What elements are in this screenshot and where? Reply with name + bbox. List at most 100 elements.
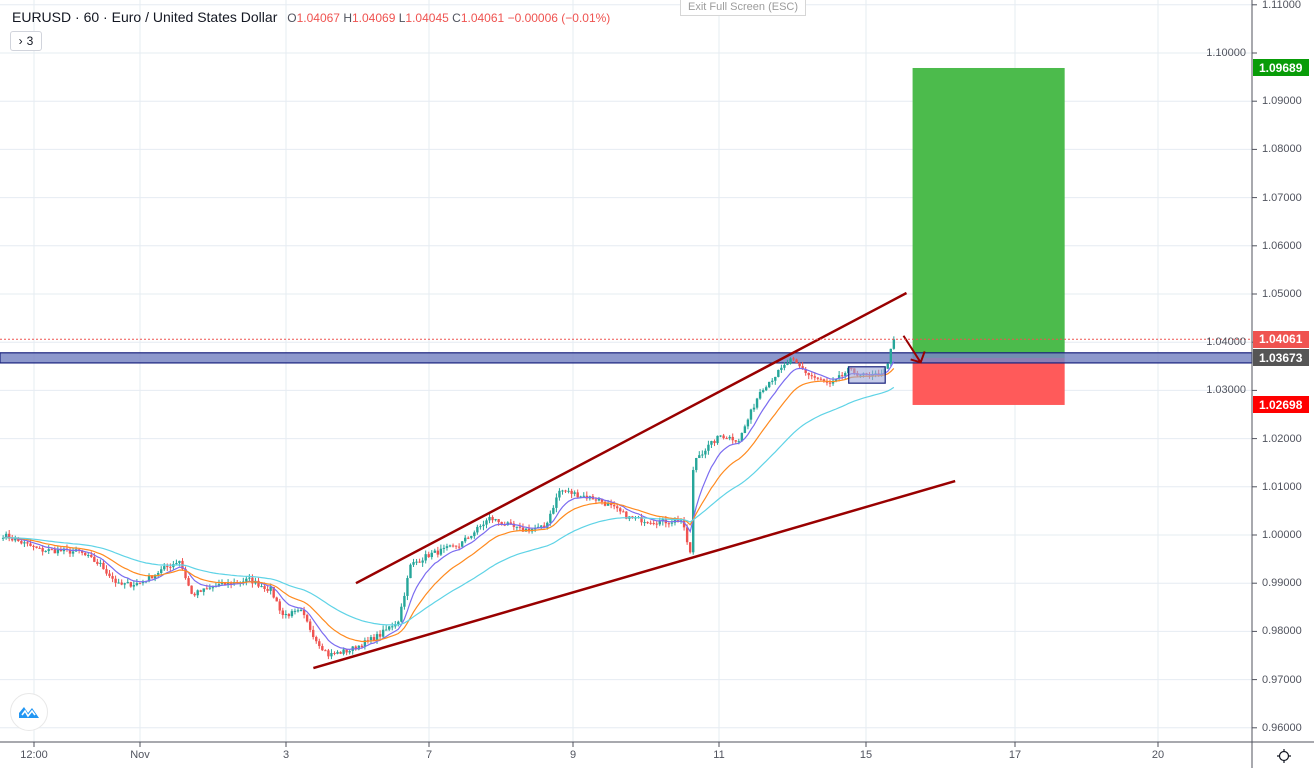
chevron-right-icon: ›	[18, 34, 23, 48]
candle-body	[111, 576, 114, 579]
candle-body	[211, 587, 215, 589]
candle-body	[482, 524, 485, 527]
candle-body	[646, 522, 649, 524]
time-tick-label: 3	[282, 749, 290, 761]
candle-body	[150, 575, 154, 579]
candle-body	[576, 492, 579, 498]
candle-body	[822, 379, 826, 382]
candle-body	[801, 366, 804, 370]
candle-body	[512, 523, 516, 527]
candle-body	[147, 575, 151, 582]
price-tick-label: 1.02000	[1262, 432, 1302, 445]
candle-body	[676, 519, 680, 522]
candle-body	[71, 551, 75, 554]
candle-body	[728, 436, 731, 439]
candle-body	[272, 587, 275, 598]
candle-body	[138, 583, 142, 585]
candle-body	[795, 359, 798, 363]
candle-body	[600, 498, 604, 502]
chart-legend: EURUSD · 60 · Euro / United States Dolla…	[12, 9, 610, 25]
candle-body	[226, 582, 230, 585]
candle-body	[412, 562, 415, 565]
candle-body	[305, 615, 309, 622]
stop-zone	[912, 357, 1065, 405]
candle-body	[336, 651, 339, 654]
candle-body	[333, 652, 336, 654]
indicators-toggle-button[interactable]: › 3	[10, 31, 42, 51]
candle-body	[44, 550, 47, 552]
target-zone	[912, 67, 1065, 358]
candle-body	[789, 358, 792, 364]
candle-body	[640, 516, 643, 523]
candle-body	[251, 577, 254, 584]
candle-body	[208, 587, 212, 589]
candle-body	[667, 523, 671, 525]
candle-body	[567, 490, 570, 492]
time-tick-label: 15	[859, 749, 873, 761]
ohlc-values: O1.04067 H1.04069 L1.04045 C1.04061 −0.0…	[287, 11, 610, 25]
candle-body	[47, 549, 50, 551]
candle-body	[8, 533, 11, 539]
candle-body	[710, 441, 713, 445]
candle-body	[688, 542, 692, 553]
candle-body	[840, 375, 844, 377]
candle-body	[397, 621, 400, 625]
price-tick-label: 1.04000	[1206, 336, 1246, 349]
candle-body	[494, 519, 497, 521]
candle-body	[655, 523, 658, 525]
change-value: −0.00006 (−0.01%)	[507, 11, 611, 25]
time-tick-label: 9	[569, 749, 577, 761]
candle-body	[622, 511, 625, 513]
candle-body	[603, 501, 607, 506]
candle-body	[117, 582, 120, 584]
candle-body	[643, 522, 646, 524]
time-tick-label: 11	[713, 749, 725, 761]
candle-body	[722, 435, 725, 439]
candle-body	[102, 562, 105, 570]
candle-body	[479, 526, 482, 528]
candle-body	[80, 550, 84, 553]
candle-body	[719, 435, 722, 437]
candle-body	[445, 546, 449, 548]
candle-body	[819, 378, 823, 380]
candle-body	[460, 541, 464, 547]
price-tick-label: 1.05000	[1262, 288, 1302, 300]
candle-body	[509, 522, 513, 524]
tradingview-logo-icon	[19, 707, 39, 718]
candle-body	[363, 640, 367, 648]
candle-body	[50, 549, 53, 551]
candle-body	[834, 378, 838, 381]
chart-settings-button[interactable]	[1274, 746, 1294, 766]
candle-body	[649, 522, 652, 524]
candle-body	[716, 435, 719, 444]
candle-body	[87, 555, 90, 557]
candle-body	[163, 566, 166, 570]
candle-body	[625, 511, 628, 519]
candle-body	[816, 377, 820, 379]
symbol-name[interactable]: EURUSD	[12, 9, 72, 25]
exit-fullscreen-button[interactable]: Exit Full Screen (ESC)	[680, 0, 806, 16]
candle-body	[275, 597, 278, 602]
candle-body	[740, 432, 744, 442]
candle-body	[451, 545, 455, 547]
time-tick-label: 17	[1008, 749, 1022, 761]
candle-body	[302, 609, 306, 616]
candle-body	[415, 561, 418, 563]
candle-body	[421, 560, 424, 563]
price-tick-label: 1.03000	[1206, 384, 1246, 397]
candle-body	[521, 527, 525, 532]
stop-price-label: 1.02698	[1253, 396, 1309, 414]
interval[interactable]: 60	[83, 9, 100, 25]
candle-body	[1, 537, 5, 539]
candle-body	[308, 621, 312, 630]
candle-body	[324, 650, 327, 652]
candle-body	[771, 380, 774, 382]
candle-body	[473, 532, 476, 537]
high-label: H	[343, 11, 352, 25]
candle-body	[384, 629, 388, 631]
price-tick-label: 1.10000	[1206, 47, 1246, 59]
tradingview-logo[interactable]	[10, 693, 48, 731]
candle-body	[409, 564, 412, 579]
candle-body	[692, 470, 695, 553]
